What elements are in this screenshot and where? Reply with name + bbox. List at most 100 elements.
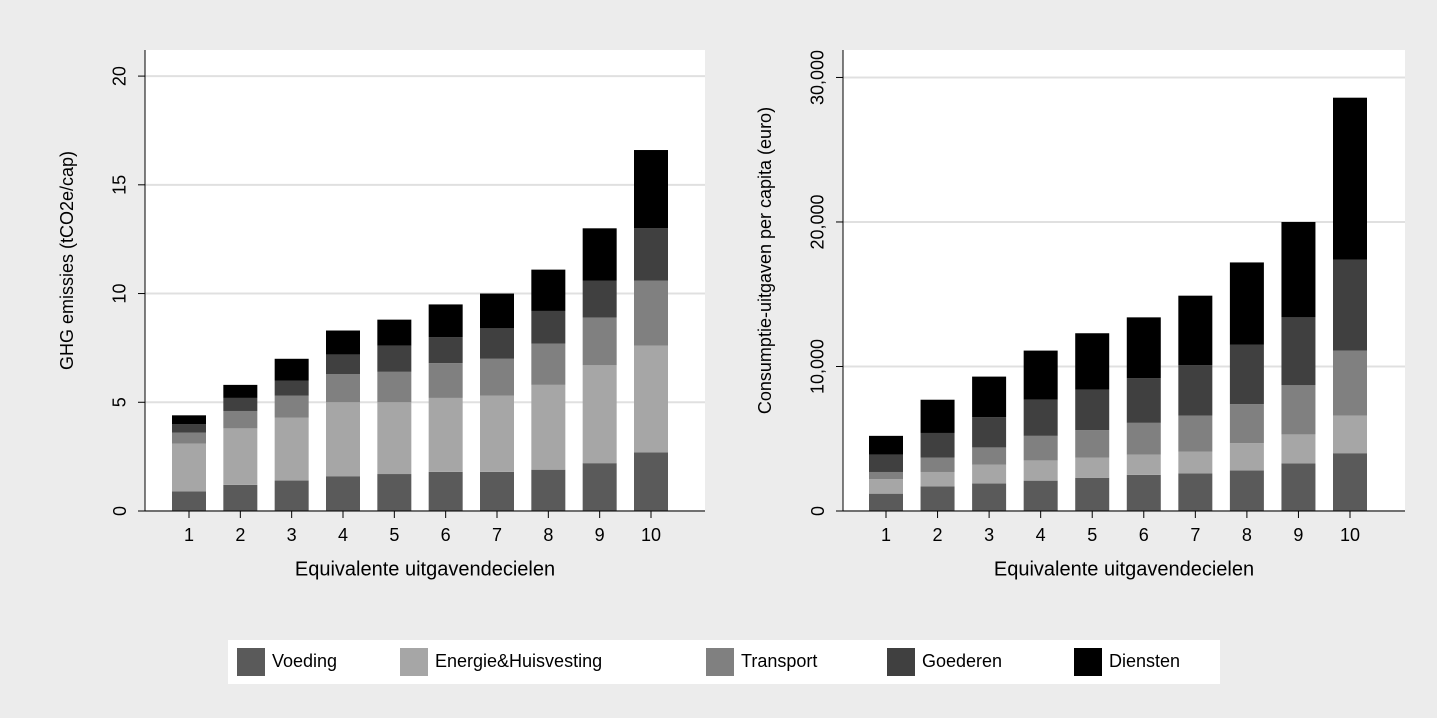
x-tick-label: 2 [235, 525, 245, 545]
bar-segment [1333, 415, 1367, 454]
x-tick-label: 1 [881, 525, 891, 545]
bar-segment [1023, 350, 1058, 400]
x-tick-label: 9 [595, 525, 605, 545]
bar-segment [920, 399, 955, 433]
bar-segment [1126, 454, 1161, 475]
bar-segment [1229, 262, 1264, 345]
bar-segment [1126, 317, 1161, 379]
bar-segment [223, 410, 258, 429]
x-tick-label: 8 [1242, 525, 1252, 545]
bar-segment [480, 395, 514, 472]
bar-segment [869, 435, 903, 455]
bar-segment [1075, 333, 1110, 390]
x-tick-label: 9 [1293, 525, 1303, 545]
x-tick-label: 1 [184, 525, 194, 545]
bar-segment [1281, 434, 1316, 464]
bar-segment [582, 365, 617, 464]
bar-segment [1075, 457, 1110, 478]
y-tick-label: 10,000 [808, 339, 828, 394]
x-tick-label: 6 [441, 525, 451, 545]
x-tick-label: 5 [1087, 525, 1097, 545]
bar-segment [377, 345, 412, 372]
bar-segment [869, 471, 903, 480]
legend-swatch [1074, 648, 1102, 676]
y-tick-label: 30,000 [808, 50, 828, 105]
legend-label: Goederen [922, 651, 1002, 671]
bar-segment [582, 228, 617, 281]
bar-segment [1178, 295, 1213, 366]
bar-segment [1281, 385, 1316, 435]
bar-segment [1229, 443, 1264, 471]
bar-segment [920, 432, 955, 458]
bar-segment [1281, 463, 1316, 511]
bar-segment [869, 493, 903, 511]
y-tick-label: 20 [110, 66, 130, 86]
bar-segment [920, 457, 955, 472]
bar-segment [1075, 389, 1110, 431]
bar-segment [1075, 430, 1110, 458]
bar-segment [531, 384, 566, 470]
x-tick-label: 10 [1340, 525, 1360, 545]
bar-segment [377, 402, 412, 475]
bar-segment [1178, 415, 1213, 452]
bar-segment [428, 337, 463, 364]
bar-segment [1333, 97, 1367, 260]
bar-segment [920, 471, 955, 487]
bar-segment [1333, 259, 1367, 351]
x-tick-label: 4 [338, 525, 348, 545]
x-tick-label: 8 [543, 525, 553, 545]
bar-segment [172, 424, 206, 433]
bar-segment [869, 454, 903, 472]
bar-segment [1023, 480, 1058, 511]
y-tick-label: 15 [110, 175, 130, 195]
bar-segment [172, 491, 206, 511]
bar-segment [326, 330, 360, 355]
x-tick-label: 7 [1190, 525, 1200, 545]
legend-swatch [706, 648, 734, 676]
bar-segment [274, 480, 309, 511]
y-axis-label: GHG emissies (tCO2e/cap) [57, 151, 77, 370]
bar-segment [1178, 365, 1213, 416]
legend-swatch [400, 648, 428, 676]
bar-segment [172, 443, 206, 492]
y-tick-label: 10 [110, 284, 130, 304]
x-tick-label: 5 [389, 525, 399, 545]
bar-segment [377, 371, 412, 403]
bar-segment [634, 228, 668, 281]
bar-segment [326, 476, 360, 511]
bar-segment [480, 293, 514, 329]
bar-segment [274, 358, 309, 381]
bar-segment [972, 464, 1007, 484]
bar-segment [1023, 435, 1058, 461]
y-tick-label: 20,000 [808, 194, 828, 249]
bar-segment [428, 471, 463, 511]
bar-segment [1075, 477, 1110, 511]
bar-segment [1178, 451, 1213, 474]
y-axis-label: Consumptie-uitgaven per capita (euro) [755, 107, 775, 414]
bar-segment [326, 354, 360, 375]
bar-segment [972, 483, 1007, 511]
bar-segment [326, 402, 360, 477]
x-tick-label: 6 [1139, 525, 1149, 545]
bar-segment [377, 319, 412, 346]
x-tick-label: 3 [984, 525, 994, 545]
bar-segment [480, 358, 514, 396]
bar-segment [172, 432, 206, 444]
legend-swatch [887, 648, 915, 676]
bar-segment [223, 428, 258, 485]
bar-segment [582, 280, 617, 318]
bar-segment [223, 397, 258, 411]
bar-segment [634, 280, 668, 346]
bar-segment [377, 474, 412, 511]
bar-segment [1229, 404, 1264, 444]
bar-segment [1333, 350, 1367, 416]
bar-segment [223, 484, 258, 511]
bar-segment [1333, 453, 1367, 511]
bar-segment [531, 310, 566, 344]
bar-segment [972, 376, 1007, 418]
bar-segment [172, 415, 206, 425]
x-tick-label: 2 [933, 525, 943, 545]
bar-segment [1126, 378, 1161, 423]
bar-segment [1229, 344, 1264, 405]
bar-segment [634, 345, 668, 453]
